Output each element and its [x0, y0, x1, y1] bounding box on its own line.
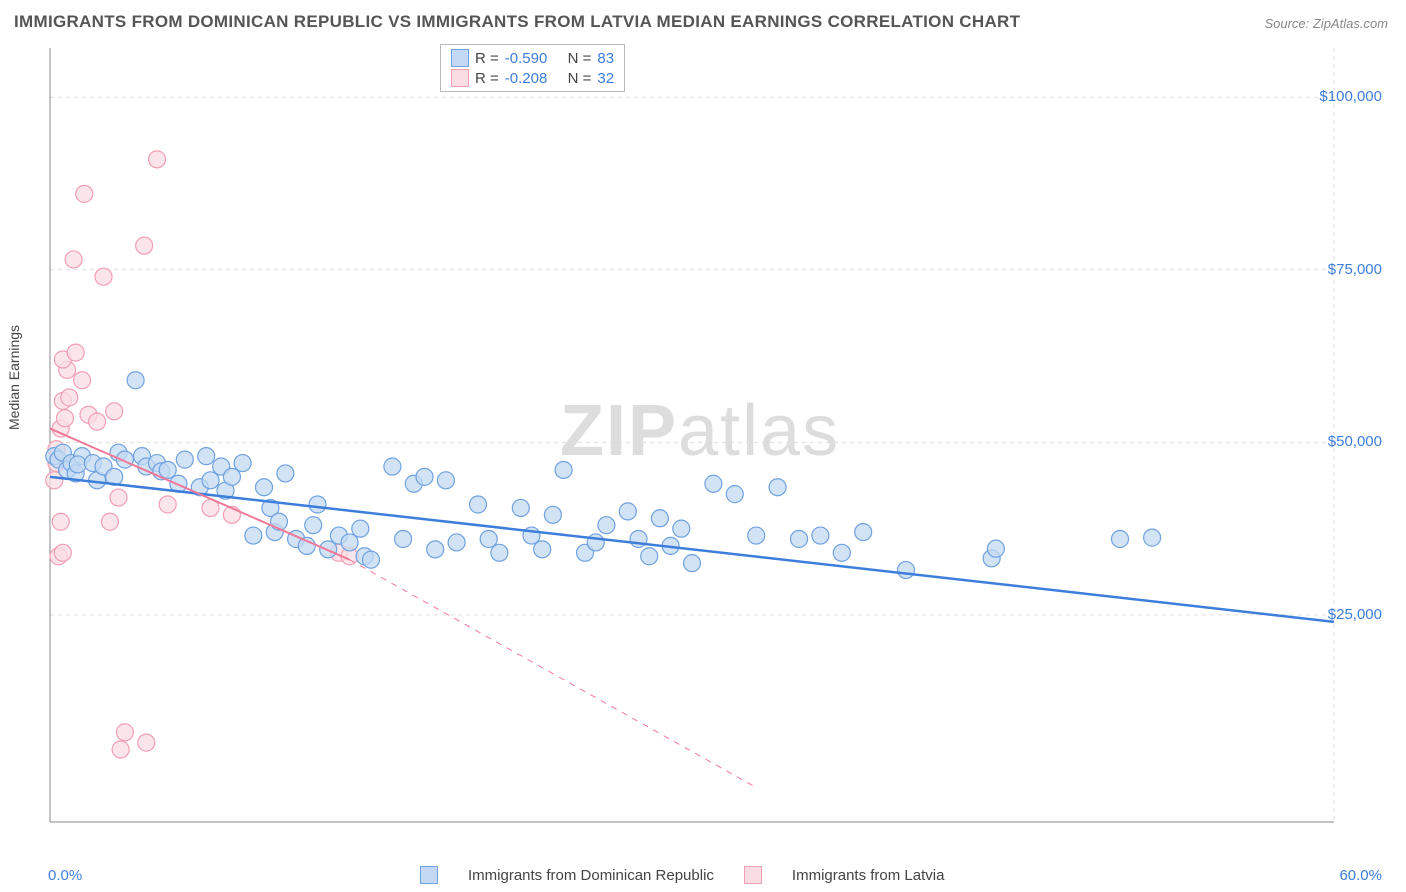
swatch-pink: [744, 866, 762, 884]
n-label: N =: [568, 70, 592, 87]
chart-title: IMMIGRANTS FROM DOMINICAN REPUBLIC VS IM…: [14, 12, 1020, 32]
swatch-pink: [451, 69, 469, 87]
scatter-plot: [44, 42, 1384, 842]
x-axis-max-label: 60.0%: [1339, 867, 1382, 884]
swatch-blue: [451, 49, 469, 67]
legend-series: Immigrants from Dominican Republic Immig…: [420, 866, 944, 884]
y-tick-label: $25,000: [1328, 606, 1382, 623]
r-label: R =: [475, 50, 499, 67]
legend-label-pink: Immigrants from Latvia: [792, 867, 945, 884]
x-axis-min-label: 0.0%: [48, 867, 82, 884]
legend-row-pink: R = -0.208 N = 32: [451, 68, 614, 88]
swatch-blue: [420, 866, 438, 884]
r-value: -0.208: [505, 70, 548, 87]
legend-row-blue: R = -0.590 N = 83: [451, 48, 614, 68]
r-value: -0.590: [505, 50, 548, 67]
y-axis-label: Median Earnings: [6, 325, 22, 430]
y-tick-label: $75,000: [1328, 261, 1382, 278]
n-label: N =: [568, 50, 592, 67]
n-value: 32: [597, 70, 614, 87]
y-tick-label: $50,000: [1328, 433, 1382, 450]
source-attribution: Source: ZipAtlas.com: [1264, 16, 1388, 31]
legend-correlation-box: R = -0.590 N = 83 R = -0.208 N = 32: [440, 44, 625, 92]
r-label: R =: [475, 70, 499, 87]
y-tick-label: $100,000: [1319, 88, 1382, 105]
legend-label-blue: Immigrants from Dominican Republic: [468, 867, 714, 884]
n-value: 83: [597, 50, 614, 67]
